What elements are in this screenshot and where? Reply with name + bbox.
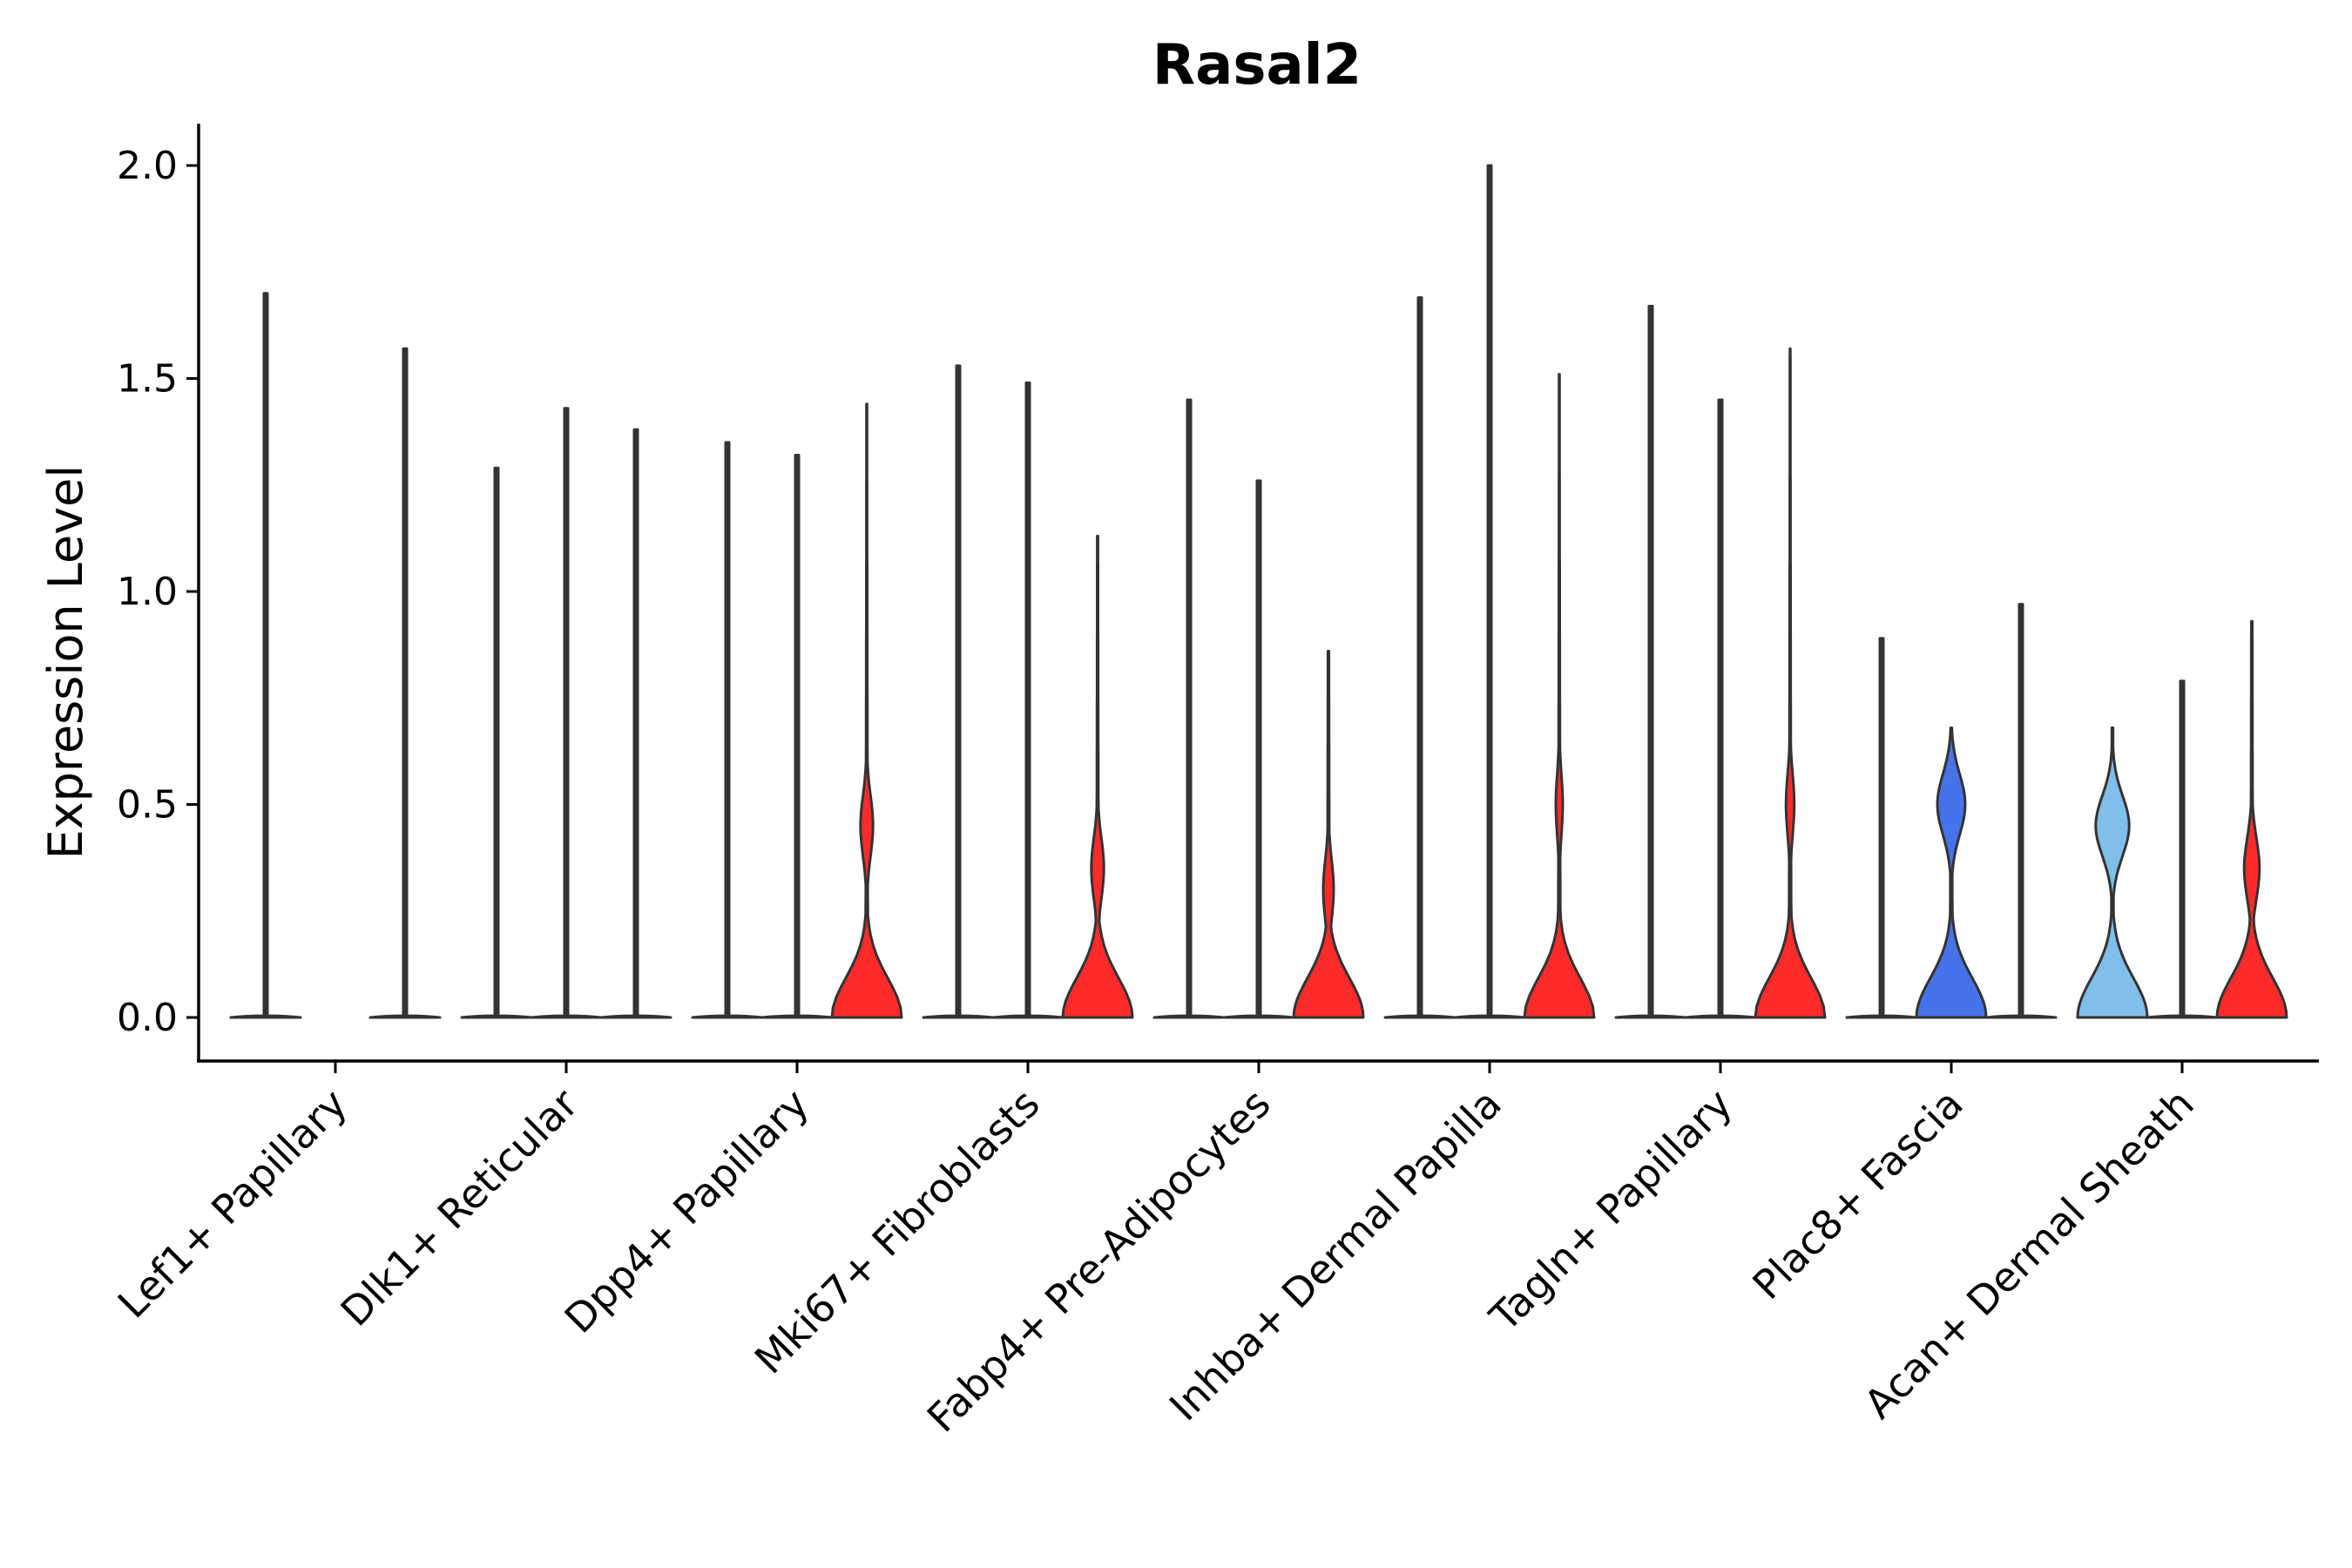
x-tick-label: Dlk1+ Reticular <box>332 1080 587 1335</box>
chart-title: Rasal2 <box>1152 33 1362 98</box>
violin-line <box>460 466 533 1019</box>
violin-line <box>530 407 603 1019</box>
violin-body <box>1915 727 1988 1019</box>
violin-line <box>760 454 834 1019</box>
violin-line <box>1984 603 2058 1019</box>
violin-body <box>2076 727 2149 1019</box>
y-axis-label: Expression Level <box>38 465 93 860</box>
violin-line <box>1845 637 1918 1019</box>
violin-body <box>1061 534 1134 1019</box>
violin-line <box>368 347 442 1019</box>
y-tick-label: 1.5 <box>117 357 178 402</box>
violin-body <box>1754 347 1827 1019</box>
violin-line <box>922 364 995 1019</box>
y-tick-label: 0.5 <box>117 783 178 828</box>
y-tick-label: 1.0 <box>117 570 178 614</box>
violins-group <box>229 164 2288 1019</box>
violin-line <box>2146 679 2219 1019</box>
violin-line <box>691 441 764 1019</box>
violin-line <box>229 292 302 1019</box>
violin-line <box>991 381 1064 1019</box>
violin-body <box>1523 373 1596 1019</box>
x-tick-label: Tagln+ Papillary <box>1480 1080 1741 1342</box>
violin-line <box>1383 296 1456 1019</box>
x-tick-label: Lef1+ Papillary <box>109 1080 356 1328</box>
violin-line <box>1152 398 1226 1019</box>
violin-line <box>599 428 672 1019</box>
x-tick-label: Dpp4+ Papillary <box>556 1080 818 1342</box>
violin-body <box>830 402 903 1019</box>
violin-line <box>1222 479 1295 1019</box>
y-tick-label: 0.0 <box>117 996 178 1040</box>
x-tick-label: Plac8+ Fascia <box>1743 1080 1971 1308</box>
violin-line <box>1684 398 1757 1019</box>
y-ticks-group: 0.0 0.5 1.0 1.5 2.0 <box>117 144 199 1040</box>
violin-line <box>1453 164 1526 1019</box>
violin-line <box>1614 304 1687 1019</box>
violin-body <box>2215 619 2288 1019</box>
y-tick-label: 2.0 <box>117 144 178 188</box>
violin-body <box>1292 650 1365 1019</box>
